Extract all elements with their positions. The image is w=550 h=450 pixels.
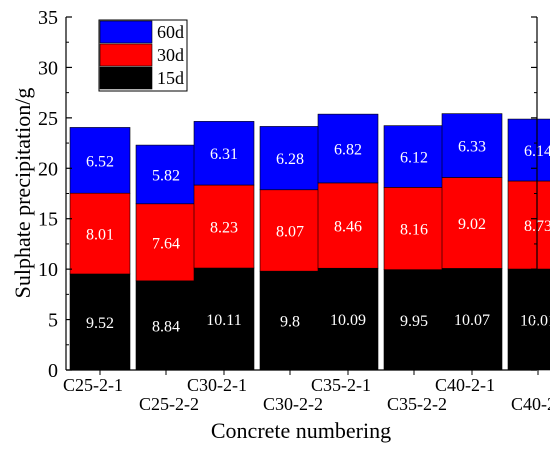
value-label-30d-C25-2-2: 7.64: [152, 235, 180, 252]
value-label-30d-C40-2-1: 9.02: [458, 216, 486, 233]
bar-30d-C40-2-2: [507, 180, 550, 270]
bar-15d-C25-2-1: [69, 273, 131, 371]
value-label-60d-C25-2-1: 6.52: [86, 153, 114, 170]
bar-60d-C40-2-2: [507, 118, 550, 182]
x-tick-label-C25-2-1: C25-2-1: [63, 375, 123, 395]
bar-30d-C25-2-1: [69, 192, 131, 275]
legend-label-15d: 15d: [157, 68, 184, 88]
legend-label-60d: 60d: [157, 22, 184, 42]
value-label-15d-C30-2-1: 10.11: [206, 312, 241, 329]
value-label-30d-C25-2-1: 8.01: [86, 227, 114, 244]
legend-swatch-60d: [99, 20, 153, 44]
value-label-15d-C25-2-1: 9.52: [86, 315, 114, 332]
value-label-15d-C35-2-1: 10.09: [330, 312, 366, 329]
bar-30d-C30-2-1: [193, 184, 255, 269]
x-tick-label-C30-2-1: C30-2-1: [187, 375, 247, 395]
bar-15d-C30-2-2: [259, 270, 321, 371]
value-label-30d-C35-2-2: 8.16: [400, 221, 428, 238]
x-tick-label-C40-2-1: C40-2-1: [435, 375, 495, 395]
y-tick-label-10: 10: [38, 259, 58, 281]
bar-15d-C40-2-1: [441, 268, 503, 371]
legend-swatch-30d: [99, 43, 153, 67]
y-axis-title: Sulphate precipitation/g: [10, 88, 35, 299]
x-tick-label-C25-2-2: C25-2-2: [139, 394, 199, 414]
legend-swatch-15d: [99, 66, 153, 90]
bar-15d-C35-2-2: [383, 269, 445, 371]
value-label-60d-C35-2-2: 6.12: [400, 149, 428, 166]
bar-60d-C35-2-2: [383, 125, 445, 188]
bar-60d-C35-2-1: [317, 113, 379, 184]
y-tick-label-30: 30: [38, 57, 58, 79]
y-tick-label-20: 20: [38, 158, 58, 180]
bars: [69, 113, 550, 371]
x-tick-label-C35-2-1: C35-2-1: [311, 375, 371, 395]
value-label-60d-C35-2-1: 6.82: [334, 142, 362, 159]
value-label-60d-C40-2-1: 6.33: [458, 139, 486, 156]
value-label-15d-C35-2-2: 9.95: [400, 313, 428, 330]
bar-30d-C40-2-1: [441, 177, 503, 269]
bar-60d-C25-2-2: [135, 144, 197, 205]
bar-60d-C30-2-2: [259, 126, 321, 191]
bar-30d-C25-2-2: [135, 203, 197, 282]
value-label-15d-C40-2-2: 10.01: [520, 313, 550, 330]
y-tick-label-15: 15: [38, 209, 58, 231]
value-label-60d-C30-2-1: 6.31: [210, 146, 238, 163]
bar-60d-C40-2-1: [441, 113, 503, 178]
value-label-60d-C30-2-2: 6.28: [276, 151, 304, 168]
x-axis-title: Concrete numbering: [211, 418, 391, 443]
y-tick-label-0: 0: [48, 360, 58, 382]
value-label-60d-C25-2-2: 5.82: [152, 167, 180, 184]
bar-15d-C35-2-1: [317, 267, 379, 371]
value-labels: 9.52 8.01 6.52 8.84 7.64 5.82 10.11 8.23 6.31 9.8…: [86, 139, 550, 336]
value-label-15d-C25-2-2: 8.84: [152, 318, 180, 335]
legend: 60d 30d 15d: [98, 19, 188, 92]
legend-label-30d: 30d: [157, 45, 184, 65]
value-label-30d-C35-2-1: 8.46: [334, 219, 362, 236]
bar-15d-C25-2-2: [135, 280, 197, 371]
y-tick-label-5: 5: [48, 310, 58, 332]
bar-60d-C30-2-1: [193, 121, 255, 186]
x-tick-label-C30-2-2: C30-2-2: [263, 394, 323, 414]
y-tick-label-25: 25: [38, 108, 58, 130]
x-tick-label-C40-2-2: C40-2-2: [511, 394, 550, 414]
bar-30d-C35-2-2: [383, 187, 445, 270]
value-label-15d-C30-2-2: 9.8: [280, 314, 300, 331]
bar-60d-C25-2-1: [69, 127, 131, 194]
x-tick-label-C35-2-2: C35-2-2: [387, 394, 447, 414]
value-label-30d-C30-2-1: 8.23: [210, 220, 238, 237]
value-label-30d-C30-2-2: 8.07: [276, 223, 304, 240]
y-tick-label-35: 35: [38, 7, 58, 29]
value-label-15d-C40-2-1: 10.07: [454, 312, 490, 329]
